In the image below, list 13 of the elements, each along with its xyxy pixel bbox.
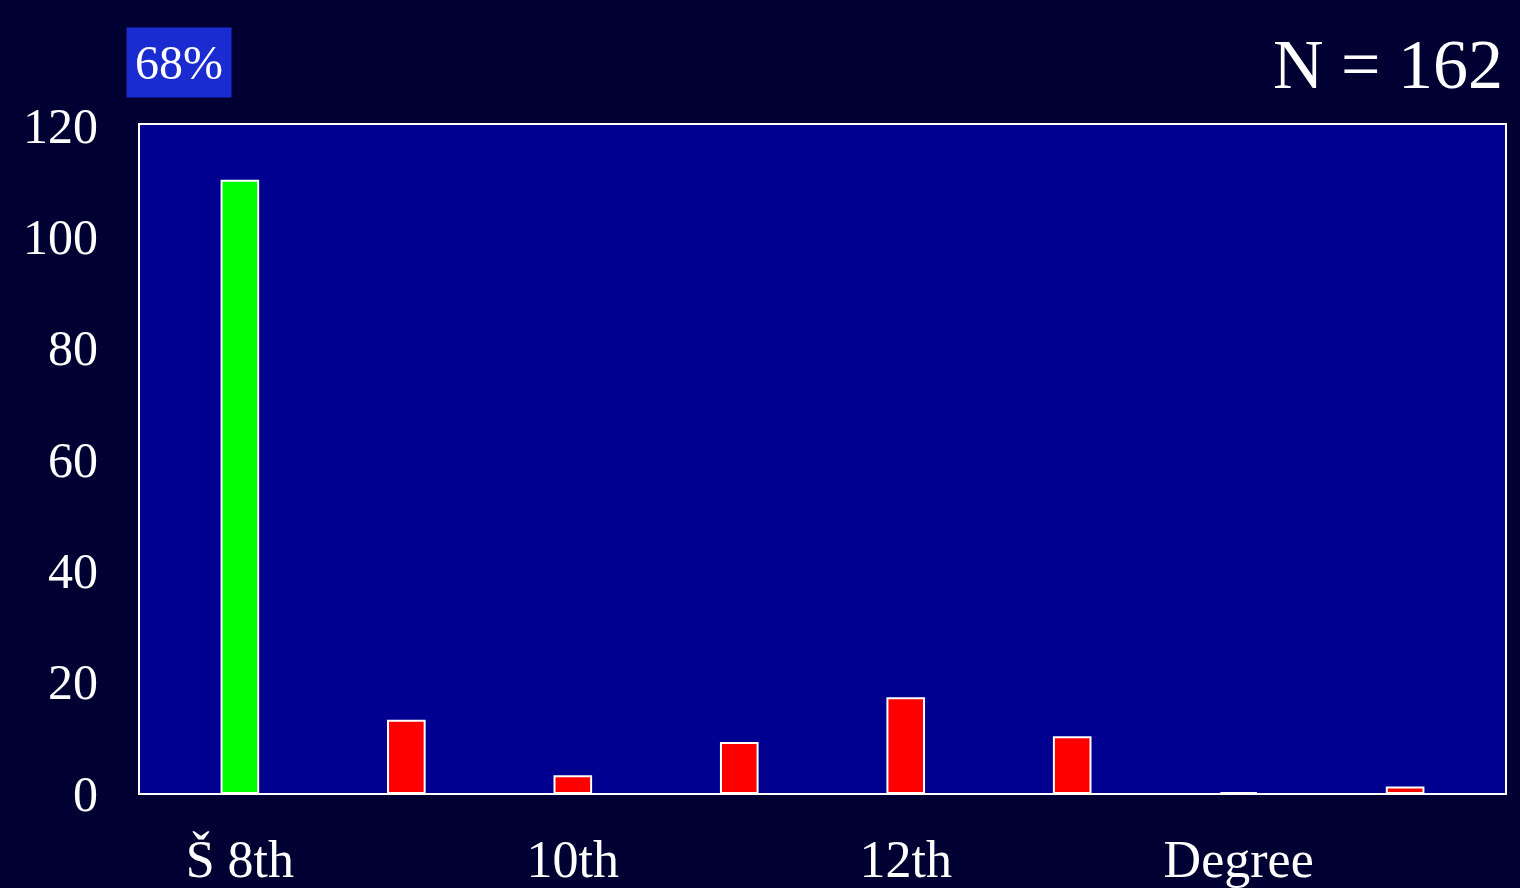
y-tick-label: 100 bbox=[23, 208, 98, 265]
text: N = 162 bbox=[1273, 26, 1504, 103]
y-tick-label: 60 bbox=[48, 431, 98, 488]
y-tick-label: 80 bbox=[48, 320, 98, 377]
y-tick-label: 0 bbox=[73, 765, 98, 822]
y-tick-label: 120 bbox=[23, 97, 98, 154]
x-tick-label: Š 8th bbox=[185, 831, 295, 888]
y-tick-label: 20 bbox=[48, 654, 98, 711]
x-tick-label: Degree bbox=[1163, 831, 1314, 888]
y-tick-label: 40 bbox=[48, 542, 98, 599]
x-tick-label: 12th bbox=[859, 831, 952, 888]
text: 68% bbox=[135, 36, 223, 89]
x-tick-label: 10th bbox=[526, 831, 620, 888]
